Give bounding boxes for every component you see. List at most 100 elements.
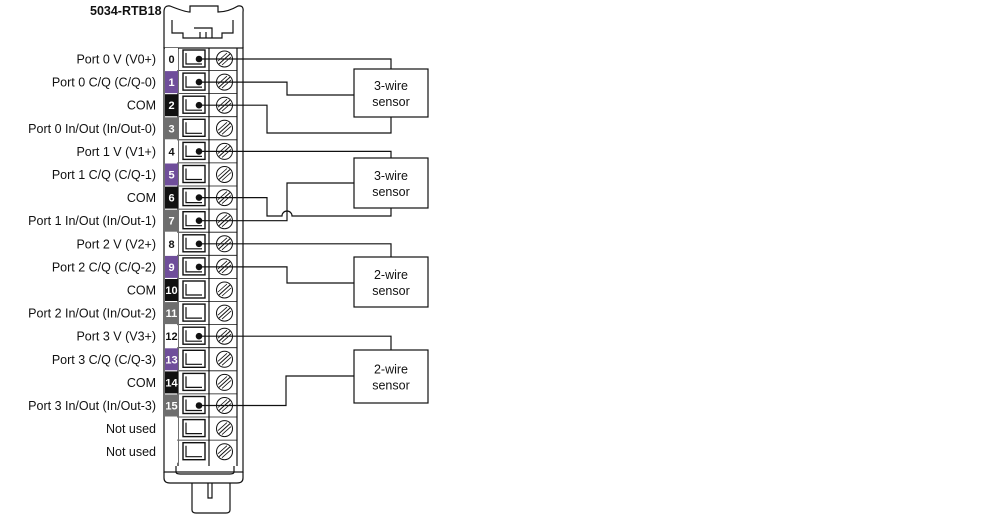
terminal-number: 4 xyxy=(168,146,175,158)
wire xyxy=(199,104,392,134)
screw-icon[interactable] xyxy=(216,350,233,368)
terminal-clamp[interactable] xyxy=(182,349,206,368)
wire xyxy=(199,182,354,222)
screw-icon[interactable] xyxy=(216,281,233,299)
terminal-label: Port 3 C/Q (C/Q-3) xyxy=(52,353,156,367)
clamp-spring-icon xyxy=(185,53,202,65)
terminal-number-cell xyxy=(165,232,178,255)
clamp-spring-icon xyxy=(185,422,202,435)
screw-icon[interactable] xyxy=(216,119,233,137)
terminal-number-cell xyxy=(165,163,178,186)
terminal-row: Port 1 In/Out (In/Out-1) 7 xyxy=(28,209,237,233)
wire xyxy=(199,197,392,217)
terminal-label: Port 3 V (V3+) xyxy=(76,330,156,344)
terminal-label: COM xyxy=(127,284,156,298)
clamp-spring-icon xyxy=(185,237,202,250)
terminal-number: 0 xyxy=(168,54,174,66)
terminal-number: 14 xyxy=(165,377,178,389)
terminal-label: Port 2 In/Out (In/Out-2) xyxy=(28,307,156,321)
clamp-spring-icon xyxy=(185,99,202,111)
terminal-row: Port 3 C/Q (C/Q-3) 13 xyxy=(52,348,237,372)
terminal-clamp[interactable] xyxy=(182,303,206,322)
sensor-box: 3-wire sensor xyxy=(353,68,429,118)
terminal-number-cell xyxy=(165,71,178,94)
terminal-row: COM 10 xyxy=(127,279,237,302)
terminal-row: Port 0 C/Q (C/Q-0) 1 xyxy=(52,71,237,94)
terminal-number: 7 xyxy=(168,216,174,228)
terminal-number-cell xyxy=(165,140,178,163)
terminal-number-cell xyxy=(165,186,178,209)
module-title: 5034-RTB18 xyxy=(90,4,162,18)
sensor-type: 2-wire xyxy=(374,268,408,282)
wire xyxy=(199,266,354,284)
terminal-number-cell xyxy=(165,209,178,232)
sensor-box: 2-wire sensor xyxy=(353,349,429,404)
terminal-number: 5 xyxy=(168,170,174,182)
terminal-number-cell xyxy=(165,371,178,394)
terminal-number: 6 xyxy=(168,193,174,205)
terminal-row: Not used xyxy=(106,440,233,463)
terminal-number-cell xyxy=(165,279,178,301)
terminal-number-cell xyxy=(165,94,178,117)
wire xyxy=(199,335,392,350)
terminal-label: Port 0 In/Out (In/Out-0) xyxy=(28,122,156,136)
terminal-label: COM xyxy=(127,99,156,113)
terminal-label: Port 2 C/Q (C/Q-2) xyxy=(52,260,156,274)
clamp-spring-icon xyxy=(185,330,202,342)
sensor-word: sensor xyxy=(372,284,410,298)
sensor-box: 3-wire sensor xyxy=(353,157,429,209)
sensor-box: 2-wire sensor xyxy=(353,256,429,308)
terminal-label: Not used xyxy=(106,422,156,436)
terminal-row: Port 2 V (V2+) 8 xyxy=(76,232,237,256)
sensor-type: 3-wire xyxy=(374,169,408,183)
terminal-number: 1 xyxy=(168,77,174,89)
sensor-word: sensor xyxy=(372,379,410,393)
clamp-spring-icon xyxy=(185,214,202,227)
sensor-type: 3-wire xyxy=(374,79,408,93)
terminal-clamp[interactable] xyxy=(182,418,206,438)
screw-icon[interactable] xyxy=(216,304,233,322)
terminal-row: Port 1 C/Q (C/Q-1) 5 xyxy=(52,163,237,187)
terminal-row: COM 6 xyxy=(127,186,237,210)
terminal-label: COM xyxy=(127,191,156,205)
terminal-label: Port 3 In/Out (In/Out-3) xyxy=(28,399,156,413)
terminal-number: 15 xyxy=(165,401,177,413)
terminal-label: Port 1 C/Q (C/Q-1) xyxy=(52,168,156,182)
wire xyxy=(199,243,392,257)
terminal-row: COM 14 xyxy=(127,371,237,395)
terminal-clamp[interactable] xyxy=(182,118,206,138)
terminal-number-cell xyxy=(165,417,178,440)
terminal-clamp[interactable] xyxy=(182,164,206,184)
clamp-spring-icon xyxy=(185,353,202,365)
wire xyxy=(199,58,392,69)
terminal-row: Port 0 In/Out (In/Out-0) 3 xyxy=(28,117,237,141)
clamp-spring-icon xyxy=(185,168,202,181)
wire xyxy=(199,150,392,158)
clamp-spring-icon xyxy=(185,284,202,296)
clamp-spring-icon xyxy=(185,376,202,388)
screw-icon[interactable] xyxy=(216,166,233,183)
terminal-clamp[interactable] xyxy=(182,372,206,392)
clamp-spring-icon xyxy=(185,399,202,412)
screw-icon[interactable] xyxy=(216,420,233,438)
terminal-label: Port 1 In/Out (In/Out-1) xyxy=(28,214,156,228)
terminal-number-cell xyxy=(165,325,178,348)
terminal-clamp[interactable] xyxy=(182,442,206,461)
terminal-label: COM xyxy=(127,376,156,390)
terminal-row: Not used xyxy=(106,417,237,441)
terminal-number: 11 xyxy=(166,308,178,320)
terminal-clamp[interactable] xyxy=(182,280,206,299)
screw-icon[interactable] xyxy=(216,443,233,461)
clamp-spring-icon xyxy=(185,122,202,134)
clamp-spring-icon xyxy=(185,191,202,204)
terminal-row: Port 3 V (V3+) 12 xyxy=(76,325,237,349)
terminal-label: Port 0 V (V0+) xyxy=(76,53,156,67)
wire xyxy=(199,81,354,96)
terminal-number: 13 xyxy=(165,354,177,366)
terminal-label: Port 2 V (V2+) xyxy=(76,237,156,251)
terminal-row: Port 2 In/Out (In/Out-2) 11 xyxy=(28,302,237,326)
sensor-word: sensor xyxy=(372,95,410,109)
terminal-number: 12 xyxy=(165,331,177,343)
screw-icon[interactable] xyxy=(216,373,233,391)
